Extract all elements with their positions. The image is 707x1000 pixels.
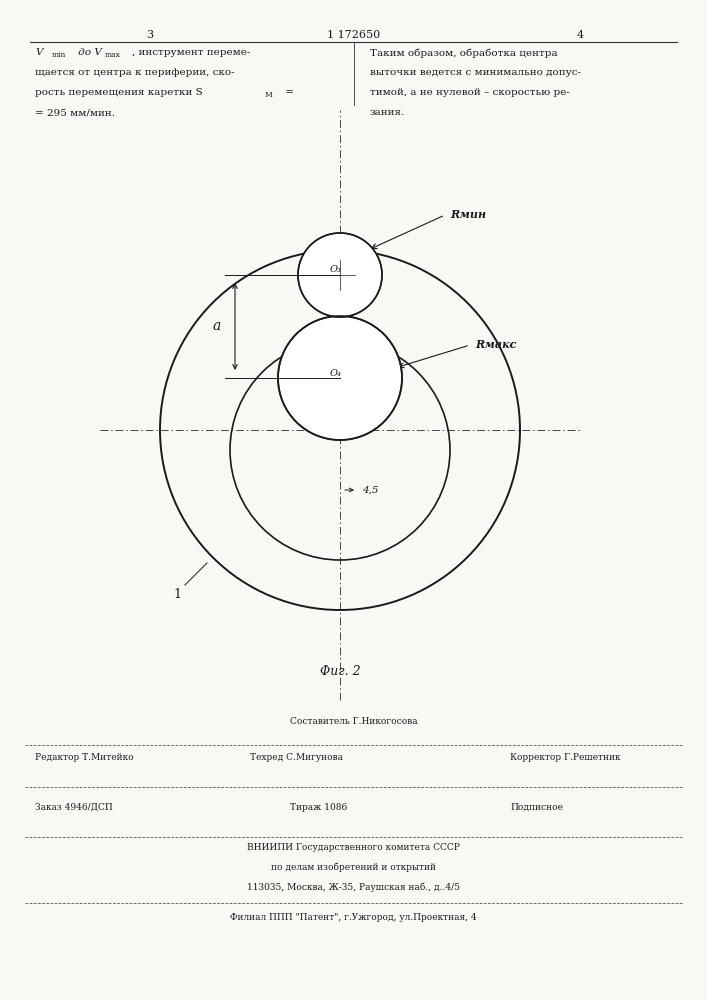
Text: ВНИИПИ Государственного комитета СССР: ВНИИПИ Государственного комитета СССР bbox=[247, 843, 460, 852]
Circle shape bbox=[278, 316, 402, 440]
Text: max: max bbox=[105, 51, 121, 59]
Text: a: a bbox=[213, 320, 221, 334]
Text: М: М bbox=[265, 91, 273, 99]
Text: , инструмент переме-: , инструмент переме- bbox=[132, 48, 250, 57]
Text: O₄: O₄ bbox=[330, 369, 342, 378]
Text: 4: 4 bbox=[576, 30, 583, 40]
Text: V: V bbox=[35, 48, 42, 57]
Text: = 295 мм/мин.: = 295 мм/мин. bbox=[35, 108, 115, 117]
Text: Φиг. 2: Φиг. 2 bbox=[320, 665, 361, 678]
Text: Корректор Г.Решетник: Корректор Г.Решетник bbox=[510, 753, 621, 762]
Text: Заказ 4946/ДСП: Заказ 4946/ДСП bbox=[35, 803, 112, 812]
Text: зания.: зания. bbox=[370, 108, 405, 117]
Text: Редактор Т.Митейко: Редактор Т.Митейко bbox=[35, 753, 134, 762]
Text: до V: до V bbox=[75, 48, 102, 57]
Text: по делам изобретений и открытий: по делам изобретений и открытий bbox=[271, 863, 436, 872]
Text: выточки ведется с минимально допус-: выточки ведется с минимально допус- bbox=[370, 68, 581, 77]
Text: тимой, а не нулевой – скоростью ре-: тимой, а не нулевой – скоростью ре- bbox=[370, 88, 570, 97]
Text: рость перемещения каретки S: рость перемещения каретки S bbox=[35, 88, 203, 97]
Text: Rмин: Rмин bbox=[450, 210, 486, 221]
Text: 1 172650: 1 172650 bbox=[327, 30, 380, 40]
Text: O₃: O₃ bbox=[330, 265, 342, 274]
Circle shape bbox=[298, 233, 382, 317]
Text: 1: 1 bbox=[173, 588, 181, 601]
Text: 4,5: 4,5 bbox=[362, 486, 378, 494]
Circle shape bbox=[278, 316, 402, 440]
Text: =: = bbox=[282, 88, 294, 97]
Text: Подписное: Подписное bbox=[510, 803, 563, 812]
Text: Филиал ППП "Патент", г.Ужгород, ул.Проектная, 4: Филиал ППП "Патент", г.Ужгород, ул.Проек… bbox=[230, 913, 477, 922]
Circle shape bbox=[298, 233, 382, 317]
Text: Составитель Г.Никогосова: Составитель Г.Никогосова bbox=[290, 717, 417, 726]
Text: Тираж 1086: Тираж 1086 bbox=[290, 803, 347, 812]
Text: щается от центра к периферии, ско-: щается от центра к периферии, ско- bbox=[35, 68, 235, 77]
Text: Rмакс: Rмакс bbox=[475, 340, 516, 351]
Text: min: min bbox=[52, 51, 66, 59]
Text: Таким образом, обработка центра: Таким образом, обработка центра bbox=[370, 48, 558, 57]
Text: 113035, Москва, Ж-35, Раушская наб., д..4/5: 113035, Москва, Ж-35, Раушская наб., д..… bbox=[247, 883, 460, 892]
Text: 3: 3 bbox=[146, 30, 153, 40]
Text: Техред С.Мигунова: Техред С.Мигунова bbox=[250, 753, 343, 762]
